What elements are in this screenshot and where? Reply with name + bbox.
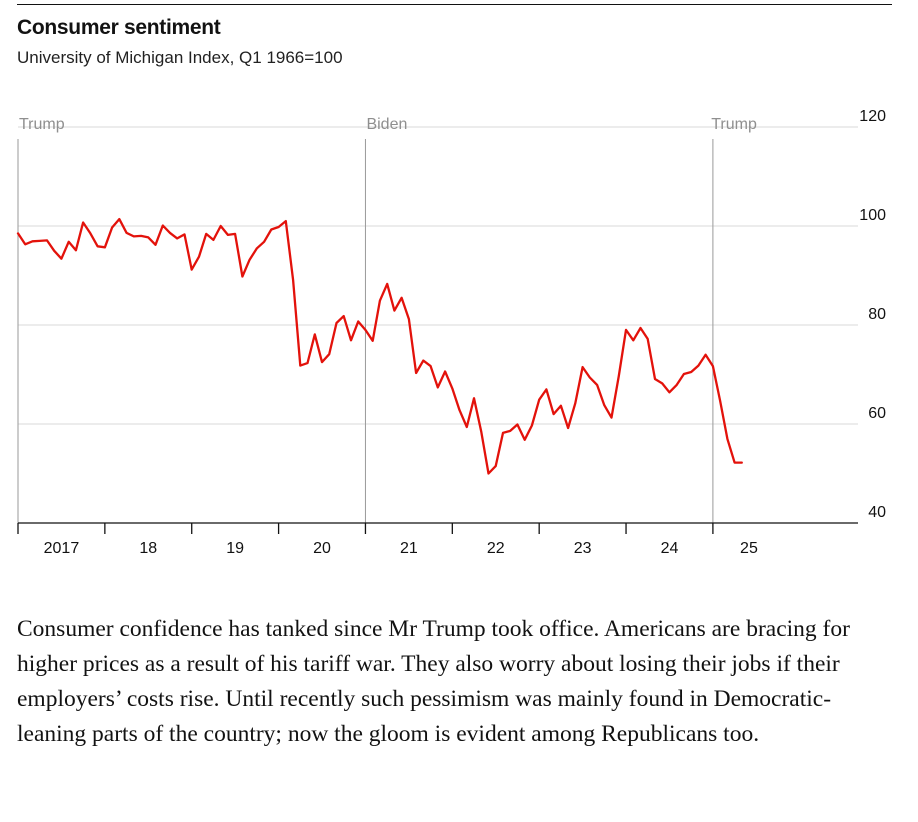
y-tick-label-80: 80 (868, 306, 886, 323)
x-tick-label-19: 19 (226, 540, 244, 557)
y-axis-labels: 40 60 80 100 120 (859, 108, 886, 521)
sentiment-chart: Trump Biden Trump 2017 18 19 20 21 22 23 24 25 40 6… (16, 108, 886, 557)
x-tick-label-25: 25 (740, 540, 758, 557)
y-tick-label-40: 40 (868, 504, 886, 521)
series-lines (16, 217, 743, 475)
x-tick-label-23: 23 (574, 540, 592, 557)
x-tick-label-20: 20 (313, 540, 331, 557)
y-tick-label-60: 60 (868, 405, 886, 422)
y-tick-label-100: 100 (859, 207, 886, 224)
administration-markers: Trump Biden Trump (17, 116, 757, 527)
administration-label-0: Trump (19, 116, 65, 133)
x-tick-label-21: 21 (400, 540, 418, 557)
chart-subtitle: University of Michigan Index, Q1 1966=10… (17, 48, 343, 67)
top-rule (17, 4, 892, 5)
series-line-0 (16, 217, 743, 475)
y-tick-label-120: 120 (859, 108, 886, 125)
gridlines (18, 126, 858, 425)
x-axis: 2017 18 19 20 21 22 23 24 25 (17, 522, 858, 557)
x-tick-label-22: 22 (487, 540, 505, 557)
administration-label-1: Biden (366, 116, 407, 133)
x-tick-label-2017: 2017 (44, 540, 80, 557)
x-tick-label-18: 18 (139, 540, 157, 557)
x-tick-label-24: 24 (661, 540, 679, 557)
administration-label-2: Trump (711, 116, 757, 133)
chart-title: Consumer sentiment (17, 16, 221, 39)
caption-paragraph: Consumer confidence has tanked since Mr … (17, 616, 850, 747)
